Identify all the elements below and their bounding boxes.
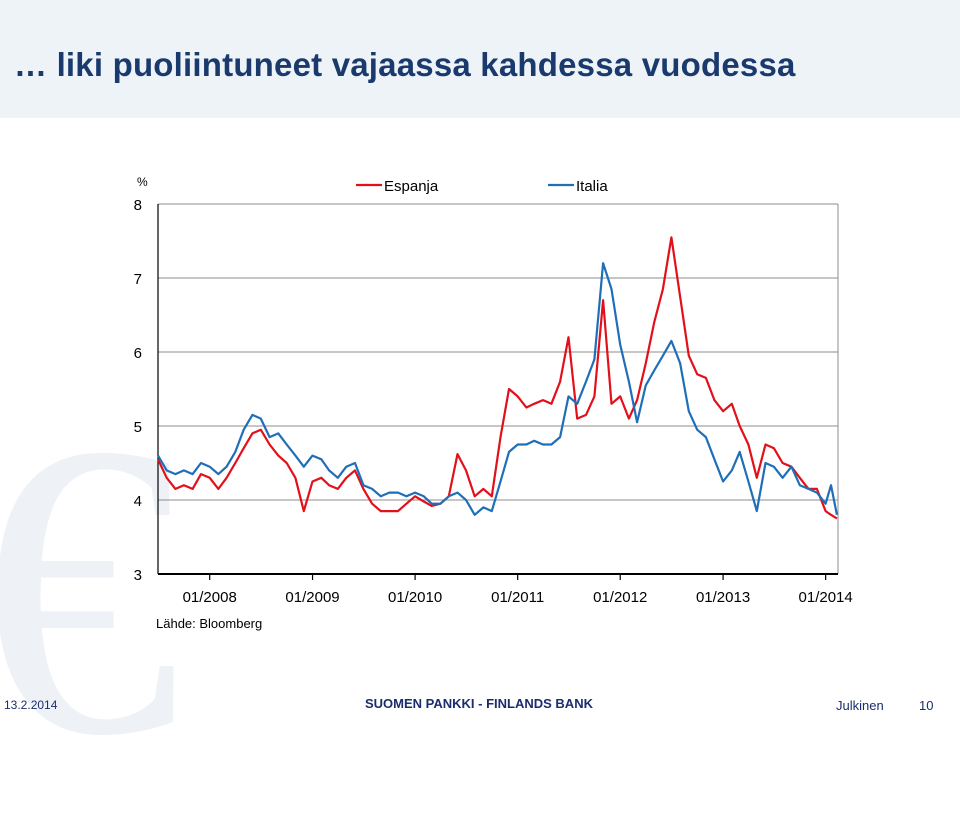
x-tick-label: 01/2008 [183,589,237,606]
y-tick-label: 4 [134,493,142,510]
y-tick-label: 3 [134,567,142,584]
chart: Espanja Italia 3 4 5 6 7 8% 01/2008 01/2009 01/20… [134,175,853,606]
y-tick-label: 6 [134,345,142,362]
legend-label-espanja: Espanja [384,178,439,195]
title-band [0,0,960,118]
slide-title: … liki puoliintuneet vajaassa kahdessa v… [14,46,796,83]
series-line-italia [157,262,838,516]
y-unit-label: % [137,175,148,189]
x-tick-label: 01/2012 [593,589,647,606]
y-tick-label: 7 [134,271,142,288]
series-line-espanja [157,236,838,520]
legend-label-italia: Italia [576,178,608,195]
x-tick-label: 01/2011 [491,589,544,606]
y-tick-label: 5 [134,419,142,436]
chart-series [157,236,838,520]
chart-labels: 3 4 5 6 7 8% 01/2008 01/2009 01/2010 01/2011 01/20… [134,175,853,606]
footer-classification: Julkinen [836,698,884,713]
x-tick-label: 01/2013 [696,589,750,606]
chart-legend: Espanja Italia [356,178,608,195]
x-tick-label: 01/2009 [285,589,339,606]
footer-date: 13.2.2014 [4,698,58,712]
source-note: Lähde: Bloomberg [156,616,263,631]
chart-axes [157,204,838,580]
x-tick-label: 01/2014 [799,589,853,606]
footer-organization: SUOMEN PANKKI - FINLANDS BANK [365,696,593,711]
footer-page-number: 10 [919,698,934,713]
x-tick-label: 01/2010 [388,589,442,606]
chart-grid [158,203,839,574]
y-tick-label: 8 [134,197,142,214]
